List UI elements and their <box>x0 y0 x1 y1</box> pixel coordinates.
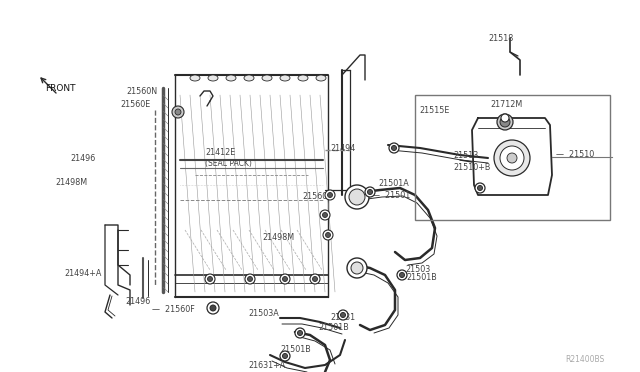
Circle shape <box>328 192 333 198</box>
Circle shape <box>500 117 510 127</box>
Circle shape <box>389 143 399 153</box>
Circle shape <box>501 114 509 122</box>
Ellipse shape <box>298 75 308 81</box>
Circle shape <box>172 106 184 118</box>
Text: 21513: 21513 <box>453 151 478 160</box>
Circle shape <box>507 153 517 163</box>
Circle shape <box>475 183 485 193</box>
Circle shape <box>280 351 290 361</box>
Circle shape <box>298 330 303 336</box>
Text: 21560F: 21560F <box>302 192 332 201</box>
Circle shape <box>295 328 305 338</box>
Circle shape <box>500 146 524 170</box>
Text: 21412E: 21412E <box>205 148 236 157</box>
Ellipse shape <box>190 75 200 81</box>
Circle shape <box>325 190 335 200</box>
Circle shape <box>497 114 513 130</box>
Circle shape <box>280 274 290 284</box>
Ellipse shape <box>226 75 236 81</box>
Circle shape <box>312 276 317 282</box>
Circle shape <box>175 109 181 115</box>
Text: 21631+A: 21631+A <box>248 360 285 369</box>
Text: 21501B: 21501B <box>406 273 436 282</box>
Circle shape <box>367 189 372 195</box>
Circle shape <box>326 232 330 237</box>
Circle shape <box>207 302 219 314</box>
Circle shape <box>392 145 397 151</box>
Circle shape <box>323 212 328 218</box>
Text: 21503A: 21503A <box>248 308 279 317</box>
Circle shape <box>349 189 365 205</box>
Circle shape <box>399 273 404 278</box>
Text: —  21501: — 21501 <box>372 190 410 199</box>
Circle shape <box>310 274 320 284</box>
Circle shape <box>494 140 530 176</box>
Circle shape <box>205 274 215 284</box>
Text: 21501B: 21501B <box>280 346 311 355</box>
Circle shape <box>207 276 212 282</box>
Circle shape <box>351 262 363 274</box>
Circle shape <box>397 270 407 280</box>
Bar <box>415 95 610 220</box>
Circle shape <box>347 258 367 278</box>
Circle shape <box>245 274 255 284</box>
Text: 21496: 21496 <box>125 298 150 307</box>
Text: —  21510: — 21510 <box>556 150 595 158</box>
Text: —  21560F: — 21560F <box>152 305 195 314</box>
Text: (SEAL PACK): (SEAL PACK) <box>205 158 252 167</box>
Text: 21631: 21631 <box>330 314 355 323</box>
Text: FRONT: FRONT <box>45 83 76 93</box>
Text: 21494: 21494 <box>330 144 355 153</box>
Text: 21498M: 21498M <box>262 232 294 241</box>
Text: 21560N: 21560N <box>126 87 157 96</box>
Ellipse shape <box>208 75 218 81</box>
Circle shape <box>340 312 346 317</box>
Circle shape <box>345 185 369 209</box>
Ellipse shape <box>316 75 326 81</box>
Text: 21494+A: 21494+A <box>64 269 101 279</box>
Text: 21498M: 21498M <box>55 177 87 186</box>
Circle shape <box>248 276 253 282</box>
Text: 21501B: 21501B <box>318 324 349 333</box>
Text: 21518: 21518 <box>488 33 513 42</box>
Circle shape <box>323 230 333 240</box>
Circle shape <box>210 305 216 311</box>
Circle shape <box>477 186 483 190</box>
Text: 21510+B: 21510+B <box>453 163 490 171</box>
Circle shape <box>338 310 348 320</box>
Ellipse shape <box>262 75 272 81</box>
Ellipse shape <box>280 75 290 81</box>
Text: 21503: 21503 <box>405 266 430 275</box>
Text: 21496: 21496 <box>70 154 95 163</box>
Circle shape <box>365 187 375 197</box>
Text: 21712M: 21712M <box>490 99 522 109</box>
Circle shape <box>320 210 330 220</box>
Text: 21560E: 21560E <box>120 99 150 109</box>
Ellipse shape <box>244 75 254 81</box>
Text: 21501A: 21501A <box>378 179 409 187</box>
Text: 21515E: 21515E <box>419 106 449 115</box>
Circle shape <box>282 353 287 359</box>
Circle shape <box>282 276 287 282</box>
Text: R21400BS: R21400BS <box>565 356 604 365</box>
